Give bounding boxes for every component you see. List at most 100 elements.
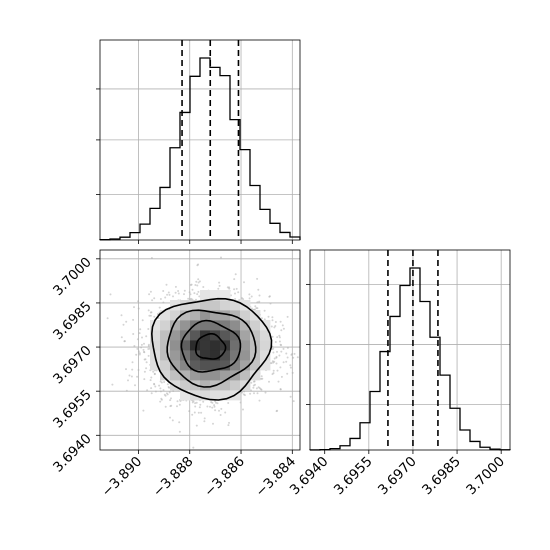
- density-cell: [200, 310, 211, 321]
- scatter-point: [169, 416, 171, 419]
- scatter-point: [147, 309, 150, 312]
- density-cell: [190, 370, 201, 381]
- scatter-point: [147, 354, 150, 357]
- scatter-point: [153, 382, 156, 385]
- scatter-point: [147, 328, 150, 330]
- density-cell: [230, 310, 241, 321]
- scatter-point: [140, 343, 143, 346]
- scatter-point: [169, 405, 172, 408]
- scatter-point: [137, 307, 140, 310]
- scatter-point: [154, 385, 157, 388]
- scatter-point: [162, 301, 165, 304]
- scatter-point: [162, 290, 165, 292]
- density-cell: [200, 380, 211, 391]
- scatter-point: [197, 411, 200, 414]
- scatter-point: [168, 386, 171, 389]
- scatter-point: [219, 414, 222, 416]
- density-cell: [220, 360, 231, 371]
- scatter-point: [291, 371, 294, 374]
- scatter-point: [106, 317, 109, 320]
- scatter-point: [257, 288, 260, 291]
- axes-frame: [99, 39, 301, 241]
- density-cell: [160, 360, 171, 371]
- density-cell: [250, 360, 261, 371]
- scatter-point: [134, 384, 136, 387]
- scatter-point: [164, 394, 167, 397]
- scatter-point: [214, 409, 217, 412]
- density-cell: [180, 370, 191, 381]
- scatter-point: [164, 405, 167, 408]
- density-cell: [240, 350, 251, 361]
- scatter-point: [279, 366, 282, 369]
- density-cell: [200, 340, 211, 351]
- density-cell: [190, 360, 201, 371]
- scatter-point: [276, 350, 278, 353]
- scatter-point: [228, 421, 230, 424]
- scatter-point: [234, 292, 236, 295]
- scatter-point: [166, 383, 169, 386]
- scatter-point: [125, 320, 128, 323]
- density-cell: [240, 330, 251, 341]
- scatter-point: [178, 403, 181, 406]
- scatter-point: [218, 409, 220, 412]
- scatter-point: [138, 353, 141, 356]
- scatter-point: [292, 400, 295, 403]
- scatter-point: [174, 285, 177, 288]
- scatter-point: [239, 401, 242, 404]
- density-cell: [220, 390, 231, 401]
- scatter-point: [248, 293, 251, 296]
- scatter-point: [191, 413, 194, 416]
- scatter-point: [164, 296, 167, 299]
- scatter-point: [120, 336, 123, 339]
- scatter-point: [280, 350, 283, 353]
- scatter-point: [274, 325, 277, 327]
- scatter-point: [149, 379, 152, 382]
- scatter-point: [272, 369, 275, 372]
- density-cell: [150, 360, 161, 371]
- x-tick-label: 3.6970: [375, 454, 420, 499]
- scatter-point: [195, 424, 198, 427]
- scatter-point: [272, 347, 275, 350]
- scatter-point: [145, 367, 148, 370]
- scatter-point: [209, 405, 211, 408]
- scatter-point: [137, 369, 140, 371]
- scatter-point: [220, 407, 223, 410]
- density-cell: [250, 320, 261, 331]
- scatter-point: [111, 383, 114, 386]
- scatter-point: [174, 291, 177, 294]
- density-cell: [260, 350, 271, 361]
- scatter-point: [125, 368, 127, 371]
- scatter-point: [139, 328, 142, 331]
- density-cell: [180, 390, 191, 401]
- density-cell: [230, 360, 241, 371]
- density-cell: [220, 320, 231, 331]
- density-cell: [250, 370, 261, 381]
- scatter-point: [230, 294, 232, 297]
- scatter-point: [271, 373, 274, 376]
- scatter-point: [135, 353, 138, 356]
- scatter-point: [203, 417, 206, 420]
- density-cell: [180, 310, 191, 321]
- y-tick-label: 3.6955: [50, 387, 95, 432]
- histogram-steps: [309, 267, 511, 451]
- scatter-point: [248, 297, 251, 300]
- scatter-point: [267, 315, 270, 318]
- scatter-point: [227, 424, 230, 427]
- scatter-point: [271, 319, 274, 322]
- scatter-point: [194, 284, 197, 286]
- density-cell: [160, 310, 171, 321]
- scatter-point: [159, 387, 162, 390]
- x-tick-label: 3.6985: [419, 454, 464, 499]
- x-tick-label: 3.6955: [331, 454, 376, 499]
- scatter-point: [275, 362, 278, 365]
- axes-frame: [309, 249, 511, 451]
- density-cell: [180, 340, 191, 351]
- density-cell: [190, 340, 201, 351]
- scatter-point: [282, 361, 285, 364]
- density-cell: [150, 320, 161, 331]
- scatter-point: [183, 293, 185, 296]
- density-cell: [160, 370, 171, 381]
- scatter-point: [216, 402, 219, 405]
